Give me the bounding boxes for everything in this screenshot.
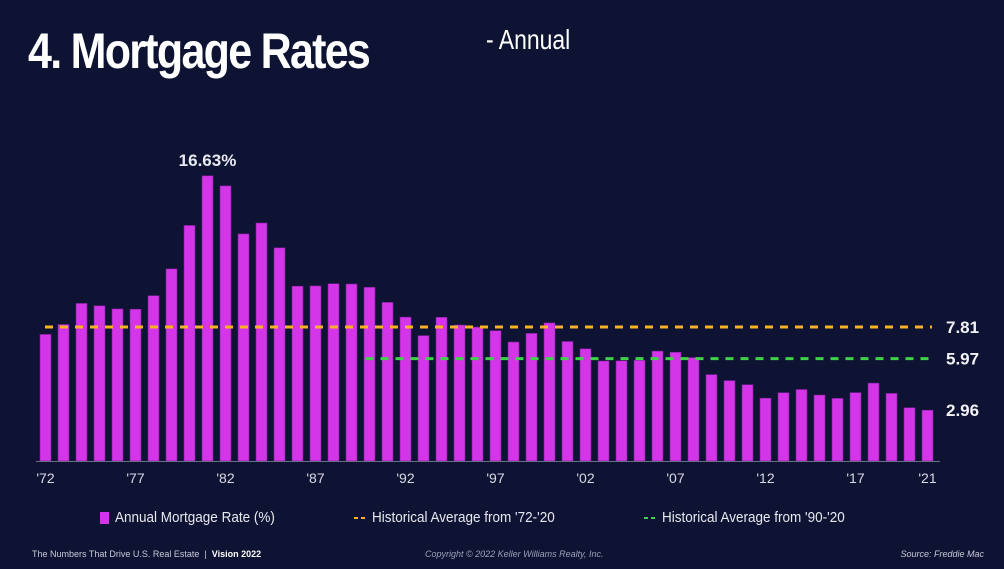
x-tick-label: '02 xyxy=(576,470,594,486)
legend: Annual Mortgage Rate (%) Historical Aver… xyxy=(0,509,1004,531)
legend-swatch-annual-rate xyxy=(100,511,109,524)
bar-1989 xyxy=(345,283,358,462)
bar-1997 xyxy=(489,330,502,462)
legend-dash-icon-green xyxy=(644,516,655,519)
x-tick-label: '17 xyxy=(846,470,864,486)
reference-value-label: 7.81 xyxy=(946,318,979,337)
bar-1976 xyxy=(111,308,124,462)
bar-2012 xyxy=(759,397,772,462)
bar-1992 xyxy=(399,316,412,462)
bar-2002 xyxy=(579,348,592,462)
bar-2009 xyxy=(705,374,718,462)
bar-1979 xyxy=(165,268,178,462)
footer-tagline: The Numbers That Drive U.S. Real Estate xyxy=(32,549,200,559)
footer-left: The Numbers That Drive U.S. Real Estate … xyxy=(32,549,261,559)
latest-value-annotation: 2.96 xyxy=(946,401,979,420)
x-tick-label: '87 xyxy=(306,470,324,486)
legend-label: Historical Average from '72-'20 xyxy=(372,509,555,526)
bar-1983 xyxy=(237,233,250,462)
bar-2015 xyxy=(813,394,826,462)
title-main: 4. Mortgage Rates xyxy=(28,23,371,79)
bar-2013 xyxy=(777,392,790,462)
bar-1996 xyxy=(471,326,484,462)
bar-1984 xyxy=(255,222,268,462)
bar-1990 xyxy=(363,286,376,462)
legend-item-avg-90-20: Historical Average from '90-'20 xyxy=(644,509,865,526)
legend-item-avg-72-20: Historical Average from '72-'20 xyxy=(354,509,575,526)
bar-1985 xyxy=(273,247,286,462)
x-tick-label: '97 xyxy=(486,470,504,486)
bar-1993 xyxy=(417,335,430,462)
legend-dash-icon-yellow xyxy=(354,516,365,519)
bar-2005 xyxy=(633,359,646,462)
bar-2016 xyxy=(831,398,844,462)
legend-label: Annual Mortgage Rate (%) xyxy=(115,509,275,526)
bar-2000 xyxy=(543,322,556,462)
bar-2004 xyxy=(615,360,628,462)
x-tick-labels: '72 '77 '82 '87 '92 '97 '02 '07 '12 '17 '21 xyxy=(36,470,936,486)
bar-2017 xyxy=(849,392,862,462)
bar-1981 xyxy=(201,175,214,462)
bar-2021 xyxy=(921,409,934,462)
bar-1995 xyxy=(453,324,466,462)
x-tick-label: '21 xyxy=(918,470,936,486)
x-tick-label: '77 xyxy=(126,470,144,486)
bar-1980 xyxy=(183,225,196,462)
bar-2007 xyxy=(669,351,682,462)
bar-2008 xyxy=(687,357,700,462)
reference-value-label: 5.97 xyxy=(946,350,979,369)
footer-copyright: Copyright © 2022 Keller Williams Realty,… xyxy=(425,549,604,559)
bar-2018 xyxy=(867,382,880,462)
bar-1973 xyxy=(57,324,70,462)
bar-1987 xyxy=(309,285,322,462)
bar-1999 xyxy=(525,333,538,462)
x-tick-label: '12 xyxy=(756,470,774,486)
bar-1975 xyxy=(93,305,106,462)
bar-1972 xyxy=(39,334,52,462)
annotations: 16.63% 2.96 xyxy=(179,151,979,420)
bar-2003 xyxy=(597,360,610,462)
footer-separator: | xyxy=(204,549,207,559)
bar-1988 xyxy=(327,283,340,462)
bar-2006 xyxy=(651,350,664,462)
x-tick-label: '92 xyxy=(396,470,414,486)
bar-2010 xyxy=(723,380,736,462)
reference-lines: 7.81 5.97 xyxy=(45,318,979,369)
footer-vision: Vision 2022 xyxy=(211,549,262,559)
peak-annotation: 16.63% xyxy=(179,151,237,170)
legend-label: Historical Average from '90-'20 xyxy=(662,509,845,526)
bar-2011 xyxy=(741,384,754,462)
bar-1994 xyxy=(435,316,448,462)
bar-2014 xyxy=(795,389,808,462)
page-title: 4. Mortgage Rates xyxy=(28,22,425,80)
bar-1982 xyxy=(219,185,232,462)
x-tick-label: '07 xyxy=(666,470,684,486)
bars-group xyxy=(39,175,934,462)
legend-item-annual-rate: Annual Mortgage Rate (%) xyxy=(100,509,293,526)
bar-2020 xyxy=(903,407,916,462)
title-subtitle: - Annual xyxy=(486,24,571,55)
footer-source: Source: Freddie Mac xyxy=(900,549,984,559)
bar-2019 xyxy=(885,393,898,462)
bar-1978 xyxy=(147,295,160,462)
bar-1977 xyxy=(129,308,142,462)
bar-1986 xyxy=(291,285,304,462)
x-tick-label: '72 xyxy=(36,470,54,486)
x-tick-label: '82 xyxy=(216,470,234,486)
